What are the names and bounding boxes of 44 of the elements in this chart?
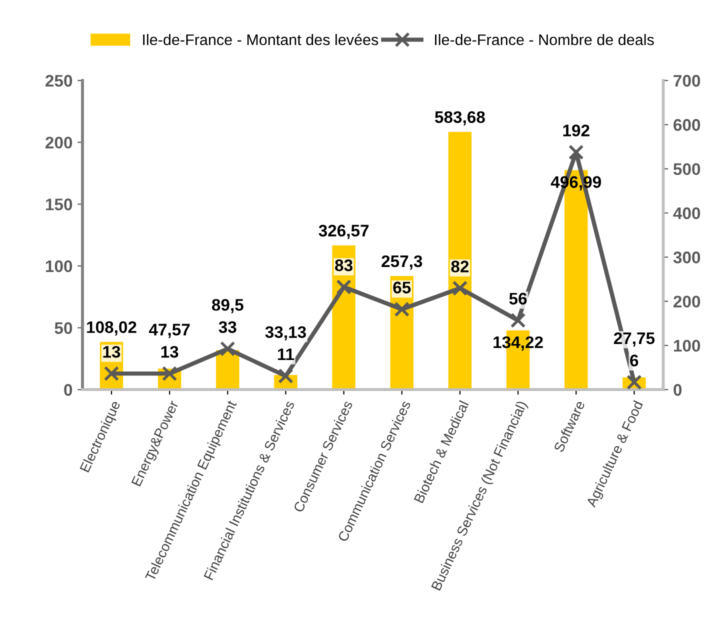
y2-tick-label: 500 [673,163,700,176]
data-label: 83 [335,259,352,272]
data-label: 192 [563,124,590,136]
data-label: 47,57 [148,324,190,338]
point [336,279,352,295]
data-label: 65 [393,282,411,294]
y2-tick-label: 600 [674,119,700,131]
data-label: 33 [218,321,236,334]
y2-tick-label: 400 [673,207,700,220]
data-label: 82 [451,260,469,272]
y2-tick-label: 0 [674,384,682,396]
y2-tick-label: 100 [674,340,700,352]
y2-tick-label: 700 [674,74,700,87]
data-label: 56 [509,292,527,305]
data-label: 13 [161,346,178,358]
data-label: 33,13 [265,326,306,340]
data-label: 27,75 [614,332,655,347]
data-label: 11 [278,348,294,360]
point [626,374,642,390]
y-tick-label: 200 [46,136,72,149]
data-label: 13 [103,346,120,358]
y-tick-label: 150 [46,198,72,210]
data-label: 326,57 [318,224,369,239]
data-label: 583,68 [434,111,485,126]
point [394,302,410,317]
legend-label: Ile-de-France - Nombre de deals [435,34,654,46]
point [104,366,120,382]
point [220,341,236,356]
y-tick-label: 0 [64,384,72,396]
y2-tick-label: 200 [674,296,700,308]
point [278,368,294,384]
legend-label: Ile-de-France - Montant des levées [143,34,378,46]
point [568,144,584,160]
y-tick-label: 50 [54,322,72,334]
y-tick-label: 100 [46,260,72,272]
point [452,280,468,296]
data-label: 89,5 [212,299,244,314]
data-label: 6 [630,354,638,366]
y-tick-label: 250 [46,74,72,87]
data-label: 257,3 [382,255,422,270]
point [510,312,526,328]
data-label: 108,02 [87,321,136,336]
bar [448,132,472,390]
y2-tick-label: 300 [673,252,700,264]
